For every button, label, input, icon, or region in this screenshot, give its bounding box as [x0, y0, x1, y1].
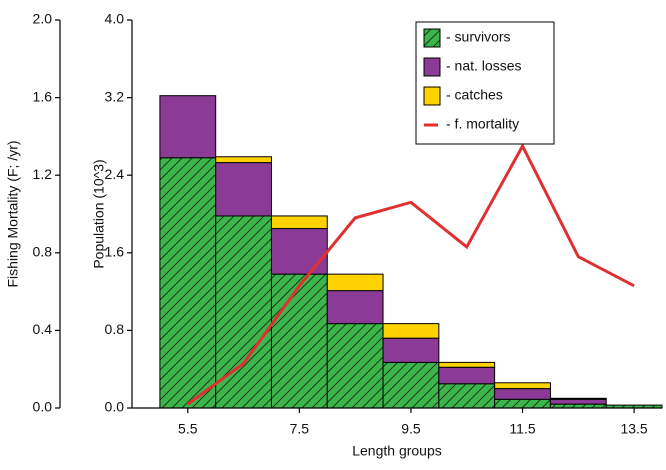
bar-segment	[438, 366, 496, 385]
bar-segment	[215, 162, 272, 217]
x-tick-label: 11.5	[509, 421, 535, 437]
legend-swatch	[423, 28, 441, 48]
y2-tick-label: 1.6	[33, 88, 53, 104]
bar-segment	[270, 273, 328, 409]
y-tick-label: 0.0	[105, 399, 125, 415]
y2-tick-label: 0.0	[33, 399, 53, 415]
bar-segment	[549, 398, 607, 405]
bar-segment	[438, 361, 496, 368]
y-tick-label: 2.4	[105, 166, 125, 182]
bar-segment	[549, 397, 607, 400]
bar-segment	[494, 388, 551, 400]
y-tick-label: 3.2	[105, 88, 125, 104]
bar-segment	[494, 398, 551, 409]
legend-label: - nat. losses	[446, 58, 521, 74]
y-tick-label: 4.0	[105, 11, 125, 27]
legend-label: - catches	[446, 87, 503, 103]
bar-segment	[494, 382, 551, 390]
bar-segment	[326, 323, 384, 409]
y2-tick-label: 0.4	[33, 321, 53, 337]
x-axis-label: Length groups	[352, 443, 442, 459]
bar-segment	[215, 156, 272, 164]
x-tick-label: 5.5	[178, 421, 198, 437]
bar-segment	[382, 361, 440, 409]
bar-segment	[382, 323, 440, 339]
line	[186, 142, 635, 406]
y-tick-label: 1.6	[105, 244, 125, 260]
bar-segment	[270, 215, 328, 230]
bar-segment	[270, 228, 328, 275]
y-tick-label: 0.8	[105, 321, 125, 337]
x-tick-label: 13.5	[620, 421, 647, 437]
bar-segment	[326, 290, 384, 325]
bar-segment	[382, 337, 440, 363]
x-tick-label: 7.5	[290, 421, 310, 437]
y2-tick-label: 1.2	[33, 166, 53, 182]
bar-segment	[326, 273, 384, 292]
y2-axis-label: Fishing Mortality (F; /yr)	[5, 140, 21, 287]
bar-segment	[438, 383, 496, 409]
y-axis-label: Population (10^3)	[91, 159, 107, 268]
legend-swatch	[423, 57, 441, 77]
x-tick-label: 9.5	[401, 421, 421, 437]
y2-tick-label: 0.8	[33, 244, 53, 260]
legend-label: - f. mortality	[446, 116, 519, 132]
bar-segment	[159, 95, 217, 159]
legend-swatch	[423, 86, 441, 106]
y2-tick-label: 2.0	[33, 11, 53, 27]
bar-segment	[159, 157, 217, 409]
legend-label: - survivors	[446, 29, 511, 45]
